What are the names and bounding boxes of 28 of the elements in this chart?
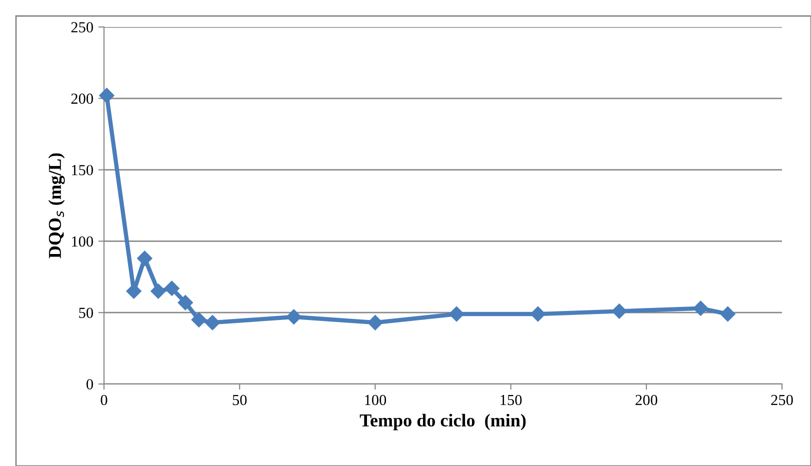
point [204, 315, 220, 330]
point [720, 306, 736, 322]
x-tick-label: 100 [365, 394, 386, 406]
point [178, 295, 193, 310]
point [448, 306, 464, 322]
point [99, 88, 114, 104]
x-tick-label: 150 [500, 394, 522, 406]
y-tick-label: 0 [86, 379, 93, 390]
y-tick-label: 100 [72, 236, 93, 247]
point [530, 306, 546, 322]
point [368, 315, 383, 330]
point [693, 300, 708, 316]
x-axis-title: Tempo do ciclo (min) [360, 414, 526, 430]
point [286, 309, 302, 324]
point [150, 284, 166, 299]
point [612, 304, 627, 319]
y-axis-title: DQO$_{s}$ (mg/L) [48, 153, 65, 258]
x-tick-label: 50 [232, 394, 247, 406]
point [137, 250, 152, 266]
x-tick-label: 250 [771, 394, 793, 406]
x-tick-label: 200 [636, 394, 658, 406]
y-tick-label: 50 [79, 308, 93, 318]
y-tick-label: 150 [72, 164, 93, 176]
point [191, 312, 206, 328]
y-tick-label: 250 [71, 22, 93, 32]
x-tick-label: 0 [100, 394, 108, 406]
point [164, 280, 180, 296]
y-tick-label: 200 [71, 94, 93, 104]
